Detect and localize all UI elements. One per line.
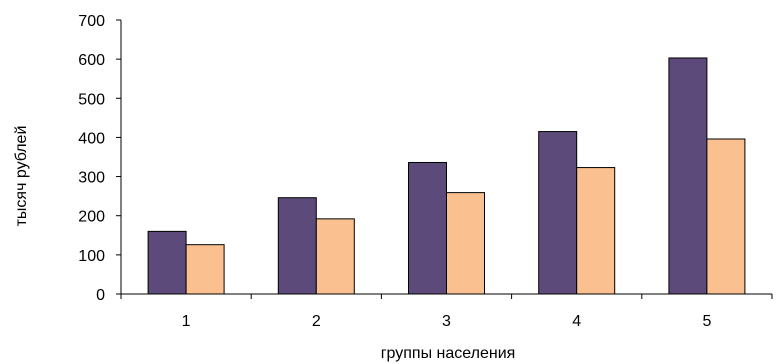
bar [576, 167, 616, 295]
x-axis-ticks: 1 2 3 4 5 [120, 294, 773, 330]
y-tick-label: 100 [78, 248, 105, 265]
bar [185, 244, 225, 295]
y-tick-label: 0 [96, 287, 105, 304]
y-tick-label: 300 [78, 170, 105, 187]
bar [446, 192, 485, 295]
bar [147, 230, 187, 295]
bar [408, 161, 447, 295]
y-tick-label: 400 [78, 130, 105, 147]
bar [315, 218, 355, 295]
bar-series-group [147, 57, 746, 295]
bar [277, 197, 317, 295]
x-tick-label: 1 [182, 313, 191, 330]
bar [538, 131, 578, 295]
x-tick-label: 3 [442, 313, 451, 330]
y-axis-title: тысяч рублей [13, 126, 30, 227]
bar [668, 57, 708, 295]
x-tick-label: 5 [702, 313, 711, 330]
bar [706, 138, 746, 295]
x-tick-label: 4 [572, 313, 581, 330]
x-axis-title: группы населения [381, 345, 516, 362]
x-tick-label: 2 [312, 313, 321, 330]
y-tick-label: 200 [78, 209, 105, 226]
y-tick-label: 600 [78, 52, 105, 69]
y-tick-label: 500 [78, 91, 105, 108]
y-axis-ticks: 0 100 200 300 400 500 600 700 [78, 13, 121, 304]
y-tick-label: 700 [78, 13, 105, 30]
